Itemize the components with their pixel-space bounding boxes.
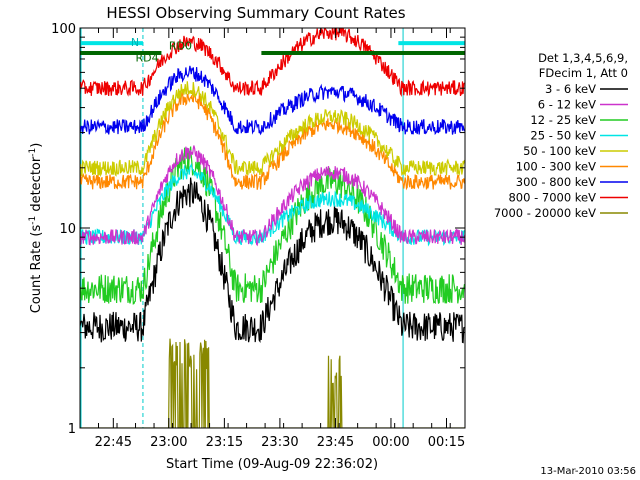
legend-label: 800 - 7000 keV xyxy=(508,191,596,205)
x-tick-label: 23:30 xyxy=(261,435,298,450)
night-bar-label: N xyxy=(131,36,139,49)
night-bar xyxy=(80,41,143,46)
night-bar xyxy=(398,41,465,46)
y-axis-title: Count Rate (s-1 detector-1) xyxy=(28,143,44,314)
legend-label: 50 - 100 keV xyxy=(523,144,596,158)
chart-title: HESSI Observing Summary Count Rates xyxy=(106,4,405,22)
y-tick-label: 100 xyxy=(51,22,76,37)
y-tick-label: 10 xyxy=(59,222,76,237)
radiation-belt-bar xyxy=(80,50,162,55)
series-line-6-12-kev xyxy=(80,145,465,247)
y-axis-title-end: ) xyxy=(29,143,44,148)
x-tick-label: 23:15 xyxy=(206,435,243,450)
x-axis: 22:45 23:00 23:15 23:30 23:45 00:00 00:15 xyxy=(79,28,465,450)
y-tick-label: 1 xyxy=(68,422,76,437)
legend-label: 300 - 800 keV xyxy=(516,175,596,189)
y-axis-title-main: Count Rate (s xyxy=(29,225,44,314)
legend-header-line-1: Det 1,3,4,5,6,9, xyxy=(538,51,628,65)
legend: Det 1,3,4,5,6,9, FDecim 1, Att 0 3 - 6 k… xyxy=(494,51,628,220)
x-tick-label: 23:00 xyxy=(150,435,187,450)
annotation-group: N RD0 RD4 xyxy=(80,36,465,64)
y-axis: 1 10 100 xyxy=(51,22,465,437)
series-line-100-300-kev xyxy=(80,90,465,191)
x-axis-title: Start Time (09-Aug-09 22:36:02) xyxy=(166,457,378,472)
x-tick-label: 00:00 xyxy=(372,435,409,450)
y-axis-title-mid: detector xyxy=(29,156,44,216)
series-group xyxy=(80,28,465,428)
radiation-belt-bar xyxy=(261,50,465,55)
legend-label: 6 - 12 keV xyxy=(538,98,596,112)
series-line-50-100-kev xyxy=(80,81,465,178)
legend-label: 7000 - 20000 keV xyxy=(494,206,596,220)
legend-label: 3 - 6 keV xyxy=(545,82,596,96)
legend-label: 100 - 300 keV xyxy=(516,160,596,174)
series-line-800-7000-kev xyxy=(80,28,465,98)
y-axis-title-sup2: -1 xyxy=(28,148,38,157)
series-line-3-6-kev xyxy=(80,177,465,344)
x-tick-label: 23:45 xyxy=(317,435,354,450)
x-tick-label: 22:45 xyxy=(95,435,132,450)
series-line-300-800-kev xyxy=(80,65,465,136)
legend-label: 12 - 25 keV xyxy=(530,113,596,127)
series-line-25-50-kev xyxy=(80,162,465,247)
series-line-12-25-kev xyxy=(80,146,465,305)
y-axis-title-sup1: -1 xyxy=(28,216,38,225)
series-line-7000-20000-kev xyxy=(80,338,465,428)
rd4-label: RD4 xyxy=(136,51,159,64)
legend-header-line-2: FDecim 1, Att 0 xyxy=(539,66,628,80)
rd0-label: RD0 xyxy=(169,40,192,53)
render-timestamp: 13-Mar-2010 03:56 xyxy=(540,466,636,477)
legend-label: 25 - 50 keV xyxy=(530,129,596,143)
x-tick-label: 00:15 xyxy=(428,435,465,450)
